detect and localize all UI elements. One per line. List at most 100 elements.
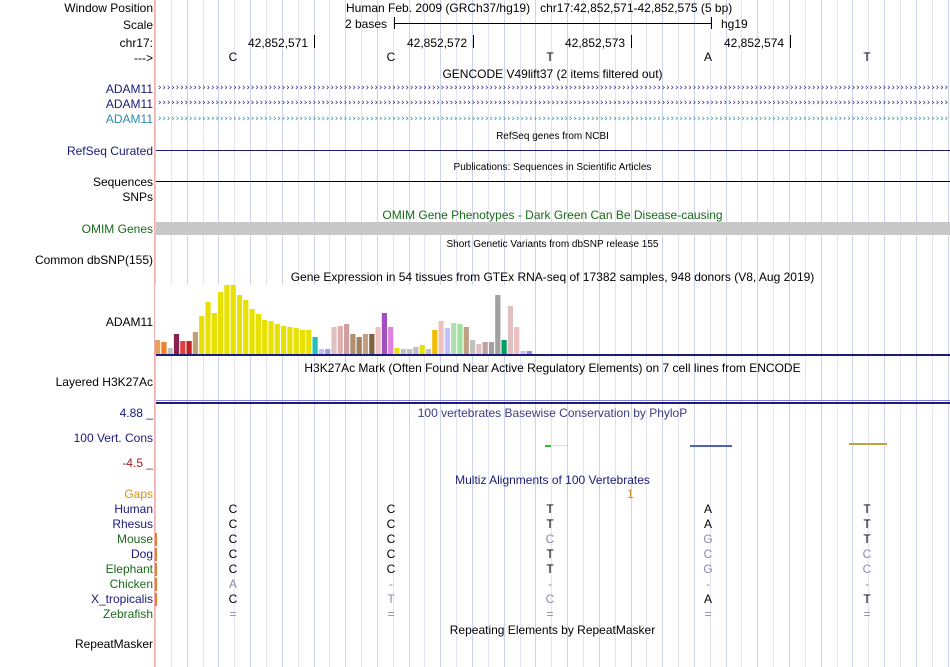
refseq-gene-line[interactable] — [156, 150, 950, 151]
gtex-tissue-bar[interactable] — [331, 327, 337, 355]
species-label[interactable]: Dog — [130, 547, 153, 561]
gtex-tissue-bar[interactable] — [444, 328, 450, 355]
cons-label[interactable]: 100 Vert. Cons — [73, 431, 153, 445]
publications-track-title[interactable]: Publications: Sequences in Scientific Ar… — [453, 162, 652, 173]
gtex-tissue-bar[interactable] — [199, 316, 205, 355]
gtex-tissue-bar[interactable] — [413, 347, 419, 355]
gtex-tissue-bar[interactable] — [369, 334, 375, 355]
species-label[interactable]: Elephant — [105, 562, 153, 576]
gtex-tissue-bar[interactable] — [186, 341, 192, 355]
gtex-tissue-bar[interactable] — [218, 292, 224, 355]
multiz-track-title[interactable]: Multiz Alignments of 100 Vertebrates — [455, 473, 650, 487]
species-label[interactable]: X_tropicalis — [90, 592, 153, 606]
gencode-item-1[interactable]: ››››››››››››››››››››››››››››››››››››››››… — [157, 83, 949, 93]
gtex-tissue-bar[interactable] — [407, 349, 413, 355]
gtex-tissue-bar[interactable] — [482, 342, 488, 355]
repeatmasker-track-title[interactable]: Repeating Elements by RepeatMasker — [449, 623, 656, 637]
gtex-tissue-bar[interactable] — [299, 330, 306, 355]
gtex-tissue-bar[interactable] — [180, 341, 186, 355]
gtex-tissue-bar[interactable] — [520, 351, 526, 355]
species-label[interactable]: Zebrafish — [102, 607, 153, 621]
species-label[interactable]: Mouse — [116, 532, 153, 546]
gtex-tissue-bar[interactable] — [262, 320, 268, 355]
gtex-tissue-bar[interactable] — [344, 324, 350, 355]
gtex-tissue-bar[interactable] — [192, 332, 198, 355]
h3k27ac-label[interactable]: Layered H3K27Ac — [55, 375, 153, 389]
dbsnp-track-title[interactable]: Short Genetic Variants from dbSNP releas… — [446, 239, 659, 250]
gtex-tissue-bar[interactable] — [249, 309, 255, 355]
gtex-tissue-bar[interactable] — [394, 348, 400, 355]
gtex-tissue-bar[interactable] — [501, 340, 507, 355]
gtex-tissue-bar[interactable] — [400, 349, 406, 355]
gtex-tissue-bar[interactable] — [161, 342, 167, 355]
gtex-tissue-bar[interactable] — [463, 327, 469, 355]
gencode-item-label-1[interactable]: ADAM11 — [105, 82, 153, 96]
gtex-tissue-bar[interactable] — [312, 337, 318, 355]
gtex-tissue-bar[interactable] — [173, 334, 180, 355]
gtex-tissue-bar[interactable] — [255, 314, 261, 355]
gtex-tissue-bar[interactable] — [356, 337, 362, 355]
gencode-item-3[interactable]: ››››››››››››››››››››››››››››››››››››››››… — [157, 114, 949, 124]
gtex-tissue-bar[interactable] — [470, 340, 476, 355]
gtex-track-title[interactable]: Gene Expression in 54 tissues from GTEx … — [290, 270, 815, 284]
gtex-tissue-bar[interactable] — [514, 327, 520, 355]
gtex-tissue-bar[interactable] — [205, 302, 211, 355]
sequences-label[interactable]: Sequences — [92, 175, 153, 189]
gtex-tissue-bar[interactable] — [337, 326, 343, 355]
gtex-tissue-bar[interactable] — [388, 327, 394, 355]
gencode-item-2[interactable]: ››››››››››››››››››››››››››››››››››››››››… — [157, 98, 949, 108]
gtex-tissue-bar[interactable] — [526, 351, 532, 355]
gtex-tissue-bar[interactable] — [432, 330, 438, 355]
gtex-tissue-bar[interactable] — [236, 295, 243, 355]
gtex-bar-area[interactable] — [155, 285, 535, 355]
repeatmasker-label[interactable]: RepeatMasker — [74, 637, 153, 651]
gtex-tissue-bar[interactable] — [457, 324, 463, 355]
gtex-bar-chart[interactable] — [155, 285, 535, 355]
omim-genes-label[interactable]: OMIM Genes — [81, 222, 153, 236]
omim-track-title[interactable]: OMIM Gene Phenotypes - Dark Green Can Be… — [382, 208, 723, 222]
gaps-label[interactable]: Gaps — [124, 487, 153, 501]
gtex-tissue-bar[interactable] — [318, 349, 324, 355]
refseq-track-title[interactable]: RefSeq genes from NCBI — [496, 131, 609, 142]
refseq-curated-label[interactable]: RefSeq Curated — [66, 144, 153, 158]
gtex-tissue-bar[interactable] — [375, 327, 381, 355]
species-label[interactable]: Chicken — [109, 577, 153, 591]
dbsnp-label[interactable]: Common dbSNP(155) — [34, 253, 153, 267]
gtex-tissue-bar[interactable] — [476, 344, 482, 355]
gtex-tissue-bar[interactable] — [211, 313, 217, 355]
gtex-tissue-bar[interactable] — [281, 326, 287, 355]
species-label[interactable]: Human — [114, 502, 153, 516]
gtex-tissue-bar[interactable] — [274, 324, 280, 355]
cons-track-title[interactable]: 100 vertebrates Basewise Conservation by… — [417, 406, 688, 420]
gencode-track-title[interactable]: GENCODE V49lift37 (2 items filtered out) — [442, 67, 663, 81]
gtex-tissue-bar[interactable] — [268, 321, 274, 355]
gtex-tissue-bar[interactable] — [381, 313, 387, 355]
gtex-tissue-bar[interactable] — [438, 321, 444, 355]
gtex-tissue-bar[interactable] — [488, 342, 495, 355]
window-position-value[interactable]: Human Feb. 2009 (GRCh37/hg19) chr17:42,8… — [346, 1, 733, 15]
gtex-tissue-bar[interactable] — [167, 348, 173, 355]
snps-label[interactable]: SNPs — [122, 190, 153, 204]
species-label[interactable]: Rhesus — [112, 517, 153, 531]
gtex-tissue-bar[interactable] — [306, 330, 312, 355]
h3k27ac-track-title[interactable]: H3K27Ac Mark (Often Found Near Active Re… — [304, 361, 801, 375]
gtex-tissue-bar[interactable] — [230, 285, 236, 355]
gtex-gene-label[interactable]: ADAM11 — [105, 315, 153, 329]
gencode-item-label-2[interactable]: ADAM11 — [105, 97, 153, 111]
gtex-tissue-bar[interactable] — [155, 340, 161, 355]
gtex-tissue-bar[interactable] — [425, 349, 432, 355]
omim-gene-bar[interactable] — [156, 222, 950, 235]
gtex-tissue-bar[interactable] — [507, 306, 513, 355]
gtex-tissue-bar[interactable] — [224, 285, 230, 355]
gtex-tissue-bar[interactable] — [325, 349, 331, 355]
gtex-tissue-bar[interactable] — [350, 334, 356, 355]
sequences-line[interactable] — [156, 181, 950, 182]
gtex-tissue-bar[interactable] — [243, 300, 249, 355]
gtex-tissue-bar[interactable] — [293, 328, 299, 355]
gencode-item-label-3[interactable]: ADAM11 — [105, 112, 153, 126]
gtex-tissue-bar[interactable] — [495, 295, 501, 355]
gtex-tissue-bar[interactable] — [451, 323, 457, 355]
gtex-tissue-bar[interactable] — [362, 334, 369, 355]
gtex-tissue-bar[interactable] — [287, 327, 293, 355]
gtex-tissue-bar[interactable] — [419, 345, 425, 355]
